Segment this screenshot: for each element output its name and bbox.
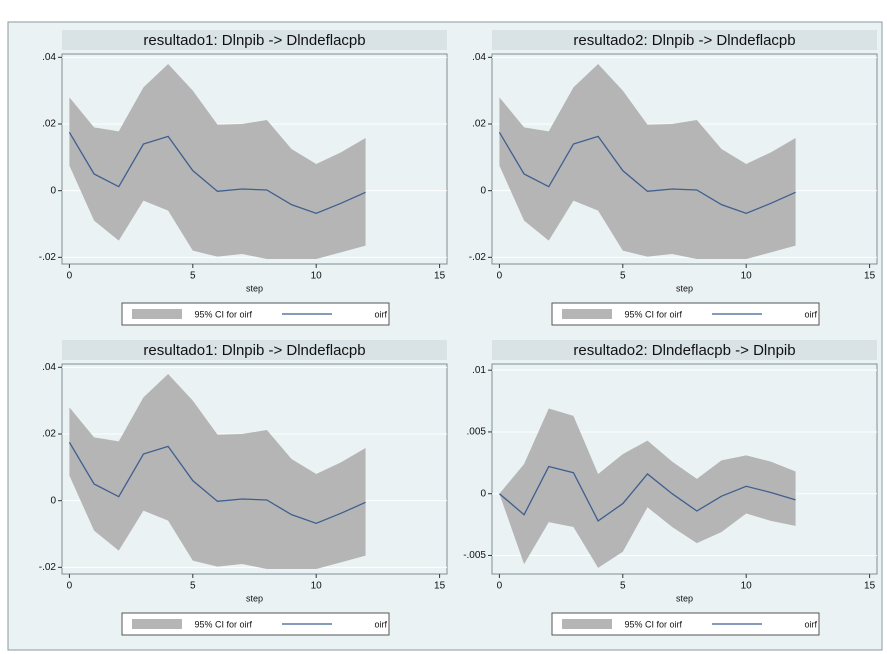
y-tick-label: .02 [42, 119, 56, 130]
oirf-line [498, 465, 796, 522]
y-tick-label: -.02 [39, 252, 57, 263]
legend-box [121, 612, 390, 636]
x-tick-label: 15 [864, 271, 876, 282]
oirf-line [68, 442, 366, 525]
panel-title: resultado1: Dlnpib -> Dlndeflacpb [143, 342, 365, 359]
title-band [492, 30, 877, 50]
y-tick-label: 0 [480, 185, 486, 196]
y-tick-label: -.005 [463, 550, 486, 561]
ci-band [69, 374, 366, 569]
x-tick-label: 0 [497, 581, 503, 592]
title-band [62, 30, 447, 50]
panel-title: resultado2: Dlnpib -> Dlndeflacpb [573, 32, 795, 49]
legend-label: 95% CI for oirf [194, 309, 252, 319]
x-tick-label: 5 [620, 271, 626, 282]
y-tick-label: .04 [42, 52, 56, 63]
legend-swatch [562, 619, 612, 629]
legend-swatch [132, 619, 182, 629]
y-tick-label: .02 [472, 119, 486, 130]
title-band [492, 340, 877, 360]
legend-box [551, 302, 820, 326]
x-axis-label: step [676, 283, 693, 293]
legend-label: 95% CI for oirf [624, 309, 682, 319]
panel-title: resultado2: Dlndeflacpb -> Dlnpib [573, 342, 795, 359]
legend-label: oirf [374, 309, 387, 319]
y-tick-label: 0 [50, 185, 56, 196]
x-axis-label: step [246, 283, 263, 293]
legend-label: 95% CI for oirf [194, 619, 252, 629]
oirf-line [498, 132, 796, 215]
y-tick-label: .02 [42, 429, 56, 440]
x-tick-label: 15 [864, 581, 876, 592]
y-tick-label: .04 [42, 362, 56, 373]
oirf-line [68, 132, 366, 215]
y-tick-label: 0 [480, 488, 486, 499]
x-tick-label: 0 [497, 271, 503, 282]
legend-swatch [562, 309, 612, 319]
x-axis-label: step [246, 593, 263, 603]
y-tick-label: 0 [50, 495, 56, 506]
x-tick-label: 0 [67, 581, 73, 592]
legend-label: oirf [804, 619, 817, 629]
x-axis-label: step [676, 593, 693, 603]
y-tick-label: .04 [472, 52, 486, 63]
legend-box [551, 612, 820, 636]
y-tick-label: -.02 [39, 562, 57, 573]
legend-label: oirf [804, 309, 817, 319]
title-band [62, 340, 447, 360]
x-tick-label: 5 [190, 581, 196, 592]
x-tick-label: 15 [434, 581, 446, 592]
legend-label: oirf [374, 619, 387, 629]
y-tick-label: -.02 [469, 252, 487, 263]
ci-band [69, 64, 366, 259]
y-tick-label: .01 [472, 365, 486, 376]
legend-box [121, 302, 390, 326]
y-tick-label: .005 [467, 427, 487, 438]
x-tick-label: 10 [311, 581, 323, 592]
ci-band [499, 64, 796, 259]
x-tick-label: 10 [741, 271, 753, 282]
legend-label: 95% CI for oirf [624, 619, 682, 629]
legend-swatch [132, 309, 182, 319]
panel-title: resultado1: Dlnpib -> Dlndeflacpb [143, 32, 365, 49]
x-tick-label: 5 [620, 581, 626, 592]
x-tick-label: 5 [190, 271, 196, 282]
x-tick-label: 10 [741, 581, 753, 592]
x-tick-label: 15 [434, 271, 446, 282]
x-tick-label: 0 [67, 271, 73, 282]
ci-band [499, 408, 796, 568]
x-tick-label: 10 [311, 271, 323, 282]
